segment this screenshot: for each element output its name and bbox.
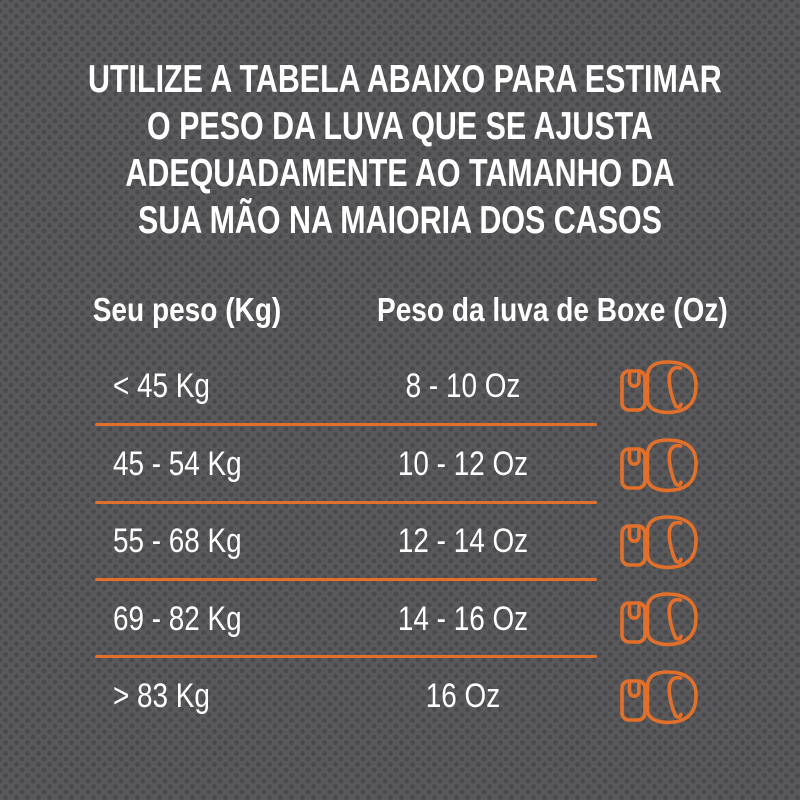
title-line-1: UTILIZE A TABELA ABAIXO PARA ESTIMAR bbox=[88, 58, 722, 101]
table-row-1-weight-range: < 45 Kg bbox=[113, 367, 210, 405]
table-row-3-weight-range: 55 - 68 Kg bbox=[113, 522, 242, 560]
boxing-glove-icon bbox=[619, 514, 699, 570]
title-line-2: O PESO DA LUVA QUE SE AJUSTA bbox=[147, 105, 653, 148]
title-line-3: ADEQUADAMENTE AO TAMANHO DA bbox=[125, 152, 675, 195]
table-row-1-glove-weight: 8 - 10 Oz bbox=[405, 367, 521, 405]
row-divider bbox=[95, 655, 597, 658]
table-row-2-weight-range: 45 - 54 Kg bbox=[113, 445, 242, 483]
boxing-glove-icon bbox=[619, 437, 699, 493]
boxing-glove-icon bbox=[619, 359, 699, 415]
table-row-2-glove-weight: 10 - 12 Oz bbox=[397, 445, 529, 483]
boxing-glove-icon bbox=[619, 669, 699, 725]
page-title: UTILIZE A TABELA ABAIXO PARA ESTIMAR O P… bbox=[0, 56, 800, 244]
row-divider bbox=[95, 578, 597, 581]
row-divider bbox=[95, 501, 597, 504]
row-divider bbox=[95, 423, 597, 426]
column-header-glove-weight: Peso da luva de Boxe (Oz) bbox=[377, 291, 728, 328]
table-row-4-glove-weight: 14 - 16 Oz bbox=[397, 600, 529, 638]
table-row-5-weight-range: > 83 Kg bbox=[113, 677, 210, 715]
table-row-3-glove-weight: 12 - 14 Oz bbox=[397, 522, 529, 560]
boxing-glove-icon bbox=[619, 591, 699, 647]
table-row-5-glove-weight: 16 Oz bbox=[425, 677, 501, 715]
table-row-4-weight-range: 69 - 82 Kg bbox=[113, 600, 242, 638]
column-header-body-weight: Seu peso (Kg) bbox=[92, 291, 282, 328]
title-line-4: SUA MÃO NA MAIORIA DOS CASOS bbox=[138, 199, 662, 242]
